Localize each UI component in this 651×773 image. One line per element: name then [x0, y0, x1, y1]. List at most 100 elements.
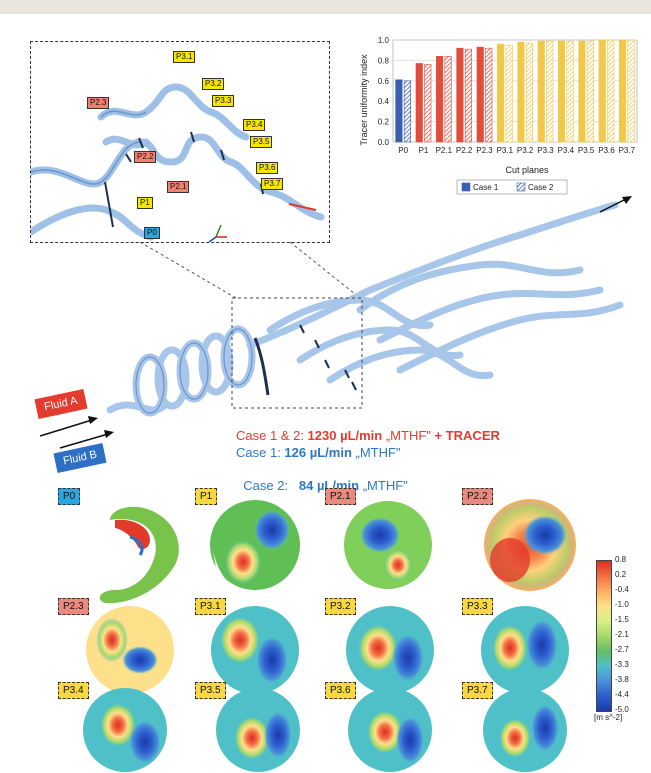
bar-p3-6-case1	[598, 39, 606, 143]
chart-x-tick-label: P0	[398, 146, 408, 155]
inset-label-p2-1: P2.1	[167, 181, 190, 193]
legend-swatch-1	[461, 182, 471, 192]
contour-p1	[210, 500, 300, 592]
contour-label-p2-2: P2.2	[462, 488, 493, 505]
chart-x-tick-label: P3.7	[619, 146, 636, 155]
colorbar-tick-label: -5.0	[615, 705, 629, 714]
case-line3-solvent: „MTHF"	[359, 478, 408, 493]
contour-label-p3-3: P3.3	[462, 598, 493, 615]
contour-label-p3-6: P3.6	[325, 682, 356, 699]
chart-plot-area	[392, 39, 638, 143]
chart-x-tick-label: P2.3	[476, 146, 493, 155]
chart-y-tick-label: 0.4	[378, 97, 390, 106]
bar-p3-1-case1	[497, 43, 505, 143]
contour-label-p3-2: P3.2	[325, 598, 356, 615]
bar-p2-1-case1	[436, 56, 444, 143]
colorbar-unit: [m s^-2]	[594, 713, 623, 722]
legend-label-2: Case 2	[528, 183, 554, 192]
colorbar-tick-label: -2.7	[615, 645, 629, 654]
contour-p3-7	[483, 688, 567, 772]
bar-p3-4-case2	[566, 40, 574, 143]
chart-x-tick-label: P3.2	[517, 146, 534, 155]
inset-label-p3-4: P3.4	[243, 119, 266, 131]
colorbar-tick-label: 0.8	[615, 555, 627, 564]
colorbar-tick-label: 0.2	[615, 570, 627, 579]
bar-p2-3-case2	[485, 47, 493, 143]
inset-label-p2-2: P2.2	[134, 151, 157, 163]
chart-x-tick-label: P3.5	[578, 146, 595, 155]
bar-p3-1-case2	[505, 44, 513, 143]
colorbar-tick-label: -1.0	[615, 600, 629, 609]
bar-p0-case2	[403, 80, 411, 143]
contour-p3-4	[83, 688, 167, 772]
bar-p2-2-case1	[456, 47, 464, 143]
legend-label-1: Case 1	[473, 183, 499, 192]
case-line1-prefix: Case 1 & 2:	[236, 428, 308, 443]
chart-y-tick-label: 0.6	[378, 77, 390, 86]
colorbar-tick-label: -1.5	[615, 615, 629, 624]
contour-label-p3-7: P3.7	[462, 682, 493, 699]
inset-label-p1: P1	[137, 197, 153, 209]
case-line1-tracer: + TRACER	[434, 428, 500, 443]
contour-p2-3	[86, 606, 174, 694]
contour-label-p2-1: P2.1	[325, 488, 356, 505]
contour-p3-6	[348, 688, 432, 772]
chart-legend-box	[456, 179, 568, 195]
case-line1-flowrate: 1230 µL/min	[307, 428, 383, 443]
bar-p2-2-case2	[464, 48, 472, 143]
colorbar-tick-label: -3.3	[615, 660, 629, 669]
chart-y-ticks: 0.0 0.2 0.4 0.6 0.8 1.0	[378, 36, 390, 147]
inset-label-p3-2: P3.2	[202, 78, 225, 90]
contour-label-p3-1: P3.1	[195, 598, 226, 615]
inset-label-p0: P0	[144, 227, 160, 239]
contour-p3-1	[211, 606, 299, 694]
chart-y-tick-label: 0.8	[378, 56, 390, 65]
bar-p3-2-case2	[525, 42, 533, 143]
bar-p3-2-case1	[517, 41, 525, 143]
chart-x-tick-label: P1	[419, 146, 429, 155]
case-1-2-description: Case 1 & 2: 1230 µL/min „MTHF" + TRACER	[236, 428, 500, 444]
case-1-description: Case 1: 126 µL/min „MTHF"	[236, 445, 401, 461]
legend-swatch-2	[516, 182, 526, 192]
contour-p3-5	[216, 688, 300, 772]
chart-x-tick-label: P3.4	[558, 146, 575, 155]
case-line3-prefix: Case 2:	[243, 478, 299, 493]
chart-x-tick-label: P3.1	[497, 146, 514, 155]
bar-p3-6-case2	[607, 39, 615, 143]
chart-x-label: Cut planes	[505, 165, 549, 175]
colorbar-tick-label: -2.1	[615, 630, 629, 639]
top-border-bar	[0, 0, 651, 14]
inset-label-p2-3: P2.3	[87, 97, 110, 109]
contour-p3-3	[481, 606, 569, 694]
bar-p3-7-case1	[619, 39, 627, 143]
case-line2-prefix: Case 1:	[236, 445, 285, 460]
bar-p3-3-case1	[537, 40, 545, 143]
chart-x-ticks: P0 P1 P2.1 P2.2 P2.3 P3.1 P3.2 P3.3 P3.4 P3.5 P3.6…	[398, 146, 635, 155]
chart-x-tick-label: P3.3	[537, 146, 554, 155]
contour-p2-2	[484, 499, 576, 591]
bar-p3-3-case2	[546, 40, 554, 143]
contour-label-p3-4: P3.4	[58, 682, 89, 699]
chart-y-tick-label: 0.0	[378, 138, 390, 147]
inset-label-p3-6: P3.6	[256, 162, 279, 174]
chart-x-tick-label: P3.6	[598, 146, 615, 155]
contour-label-p0: P0	[58, 488, 81, 505]
contour-label-p1: P1	[195, 488, 218, 505]
bar-p2-1-case2	[444, 56, 452, 143]
chart-legend: Case 1 Case 2	[456, 179, 568, 195]
bar-p0-case1	[395, 79, 403, 143]
chart-bars	[395, 39, 635, 143]
case-line1-solvent: „MTHF"	[382, 428, 435, 443]
chart-y-tick-label: 1.0	[378, 36, 390, 45]
colorbar	[596, 560, 612, 712]
inset-label-p3-5: P3.5	[250, 136, 273, 148]
bar-p3-7-case2	[627, 39, 635, 143]
chart-x-tick-label: P2.2	[456, 146, 473, 155]
colorbar-tick-label: -0.4	[615, 585, 629, 594]
contour-label-p2-3: P2.3	[58, 598, 89, 615]
bar-p3-5-case1	[578, 40, 586, 143]
chart-y-tick-label: 0.2	[378, 118, 390, 127]
chart-y-label: Tracer uniformity index	[359, 54, 369, 146]
case-line2-solvent: „MTHF"	[351, 445, 401, 460]
